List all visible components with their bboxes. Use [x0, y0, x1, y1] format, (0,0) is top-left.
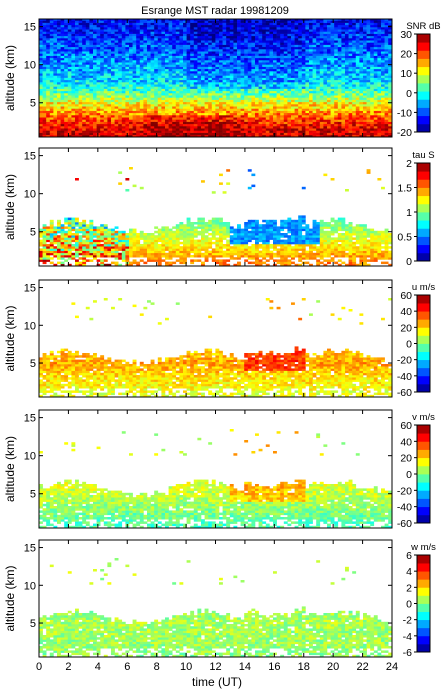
x-tick-label: 10	[180, 661, 192, 673]
heatmap-cells	[39, 429, 392, 528]
y-tick-label: 5	[30, 618, 36, 630]
colorbar-tick-label: 60	[400, 290, 412, 302]
figure-title: Esrange MST radar 19981209	[141, 5, 289, 17]
y-axis-label: altitude (km)	[3, 565, 17, 631]
colorbar-tick-label: 0.5	[397, 232, 412, 244]
colorbar-tick-label: -10	[397, 107, 412, 119]
colorbar-tick-label: -40	[397, 371, 412, 383]
x-tick-label: 14	[239, 661, 251, 673]
colorbar-tick-label: 6	[406, 550, 412, 562]
colorbar-tick-label: 30	[400, 29, 412, 41]
x-tick-label: 16	[268, 661, 280, 673]
y-tick-label: 10	[24, 60, 36, 72]
heatmap-cells	[39, 298, 392, 397]
colorbar-tick-label: -6	[403, 647, 412, 659]
colorbar-tick-label: -20	[397, 355, 412, 367]
y-axis-label: altitude (km)	[3, 305, 17, 371]
colorbar-tick-label: 0	[406, 339, 412, 351]
y-tick-label: 5	[30, 489, 36, 501]
colorbar-tick-label: 2	[406, 582, 412, 594]
colorbar-tick-label: 0	[406, 599, 412, 611]
x-tick-label: 22	[356, 661, 368, 673]
y-tick-label: 15	[24, 151, 36, 163]
colorbar-tick-label: 20	[400, 322, 412, 334]
colorbar-label: SNR dB	[406, 21, 440, 32]
colorbar-tick-label: -4	[403, 631, 412, 643]
colorbar: -60 -40 -20 0 20 40 60u m/s	[397, 282, 436, 399]
y-tick-label: 5	[30, 227, 36, 239]
colorbar-tick-label: 0	[406, 469, 412, 481]
heatmap-cells	[39, 558, 392, 657]
panel-u: 5 10 15 altitude (km) -60 -40 -20 0 20 40 60u m/s	[3, 279, 436, 399]
colorbar-tick-label: -60	[397, 518, 412, 530]
heatmap-cells	[39, 167, 392, 266]
colorbar-label: w m/s	[410, 542, 436, 553]
x-tick-label: 24	[386, 661, 398, 673]
colorbar-tick-label: 40	[400, 436, 412, 448]
colorbar-tick-label: 40	[400, 306, 412, 318]
colorbar-tick-label: 0	[406, 88, 412, 100]
colorbar-tick-label: 0	[406, 256, 412, 268]
y-tick-label: 5	[30, 358, 36, 370]
y-tick-label: 15	[24, 543, 36, 555]
x-tick-label: 8	[154, 661, 160, 673]
heatmap-cells	[39, 19, 392, 137]
y-axis-label: altitude (km)	[3, 45, 17, 111]
colorbar-tick-label: -40	[397, 502, 412, 514]
y-tick-label: 15	[24, 22, 36, 34]
y-tick-label: 5	[30, 98, 36, 110]
colorbar-tick-label: -20	[397, 127, 412, 139]
colorbar-label: tau S	[412, 150, 434, 161]
colorbar-tick-label: 2	[406, 158, 412, 170]
x-tick-label: 12	[209, 661, 221, 673]
y-axis-label: altitude (km)	[3, 174, 17, 240]
colorbar: -60 -40 -20 0 20 40 60v m/s	[397, 412, 435, 530]
colorbar-tick-label: 60	[400, 420, 412, 432]
y-tick-label: 10	[24, 580, 36, 592]
x-tick-label: 6	[124, 661, 130, 673]
y-axis-label: altitude (km)	[3, 436, 17, 502]
colorbar-label: u m/s	[412, 282, 435, 293]
y-tick-label: 10	[24, 320, 36, 332]
colorbar-tick-label: -20	[397, 485, 412, 497]
y-tick-label: 10	[24, 451, 36, 463]
colorbar-tick-label: -60	[397, 387, 412, 399]
colorbar-tick-label: 20	[400, 49, 412, 61]
colorbar-tick-label: 10	[400, 68, 412, 80]
x-tick-label: 4	[95, 661, 101, 673]
y-tick-label: 10	[24, 189, 36, 201]
colorbar-tick-label: 1	[406, 207, 412, 219]
panel-v: 5 10 15 altitude (km) -60 -40 -20 0 20 40 60v m/s	[3, 409, 435, 530]
colorbar-tick-label: 20	[400, 453, 412, 465]
x-tick-label: 2	[65, 661, 71, 673]
x-axis-label: time (UT)	[192, 675, 242, 689]
colorbar-tick-label: -2	[403, 615, 412, 627]
y-tick-label: 15	[24, 283, 36, 295]
colorbar-tick-label: 1.5	[397, 183, 412, 195]
x-tick-label: 20	[327, 661, 339, 673]
colorbar-tick-label: 4	[406, 566, 412, 578]
x-tick-label: 0	[36, 661, 42, 673]
x-tick-label: 18	[298, 661, 310, 673]
colorbar-label: v m/s	[412, 412, 435, 423]
colorbar: -6 -4 -2 0 2 4 6w m/s	[403, 542, 436, 659]
y-tick-label: 15	[24, 413, 36, 425]
